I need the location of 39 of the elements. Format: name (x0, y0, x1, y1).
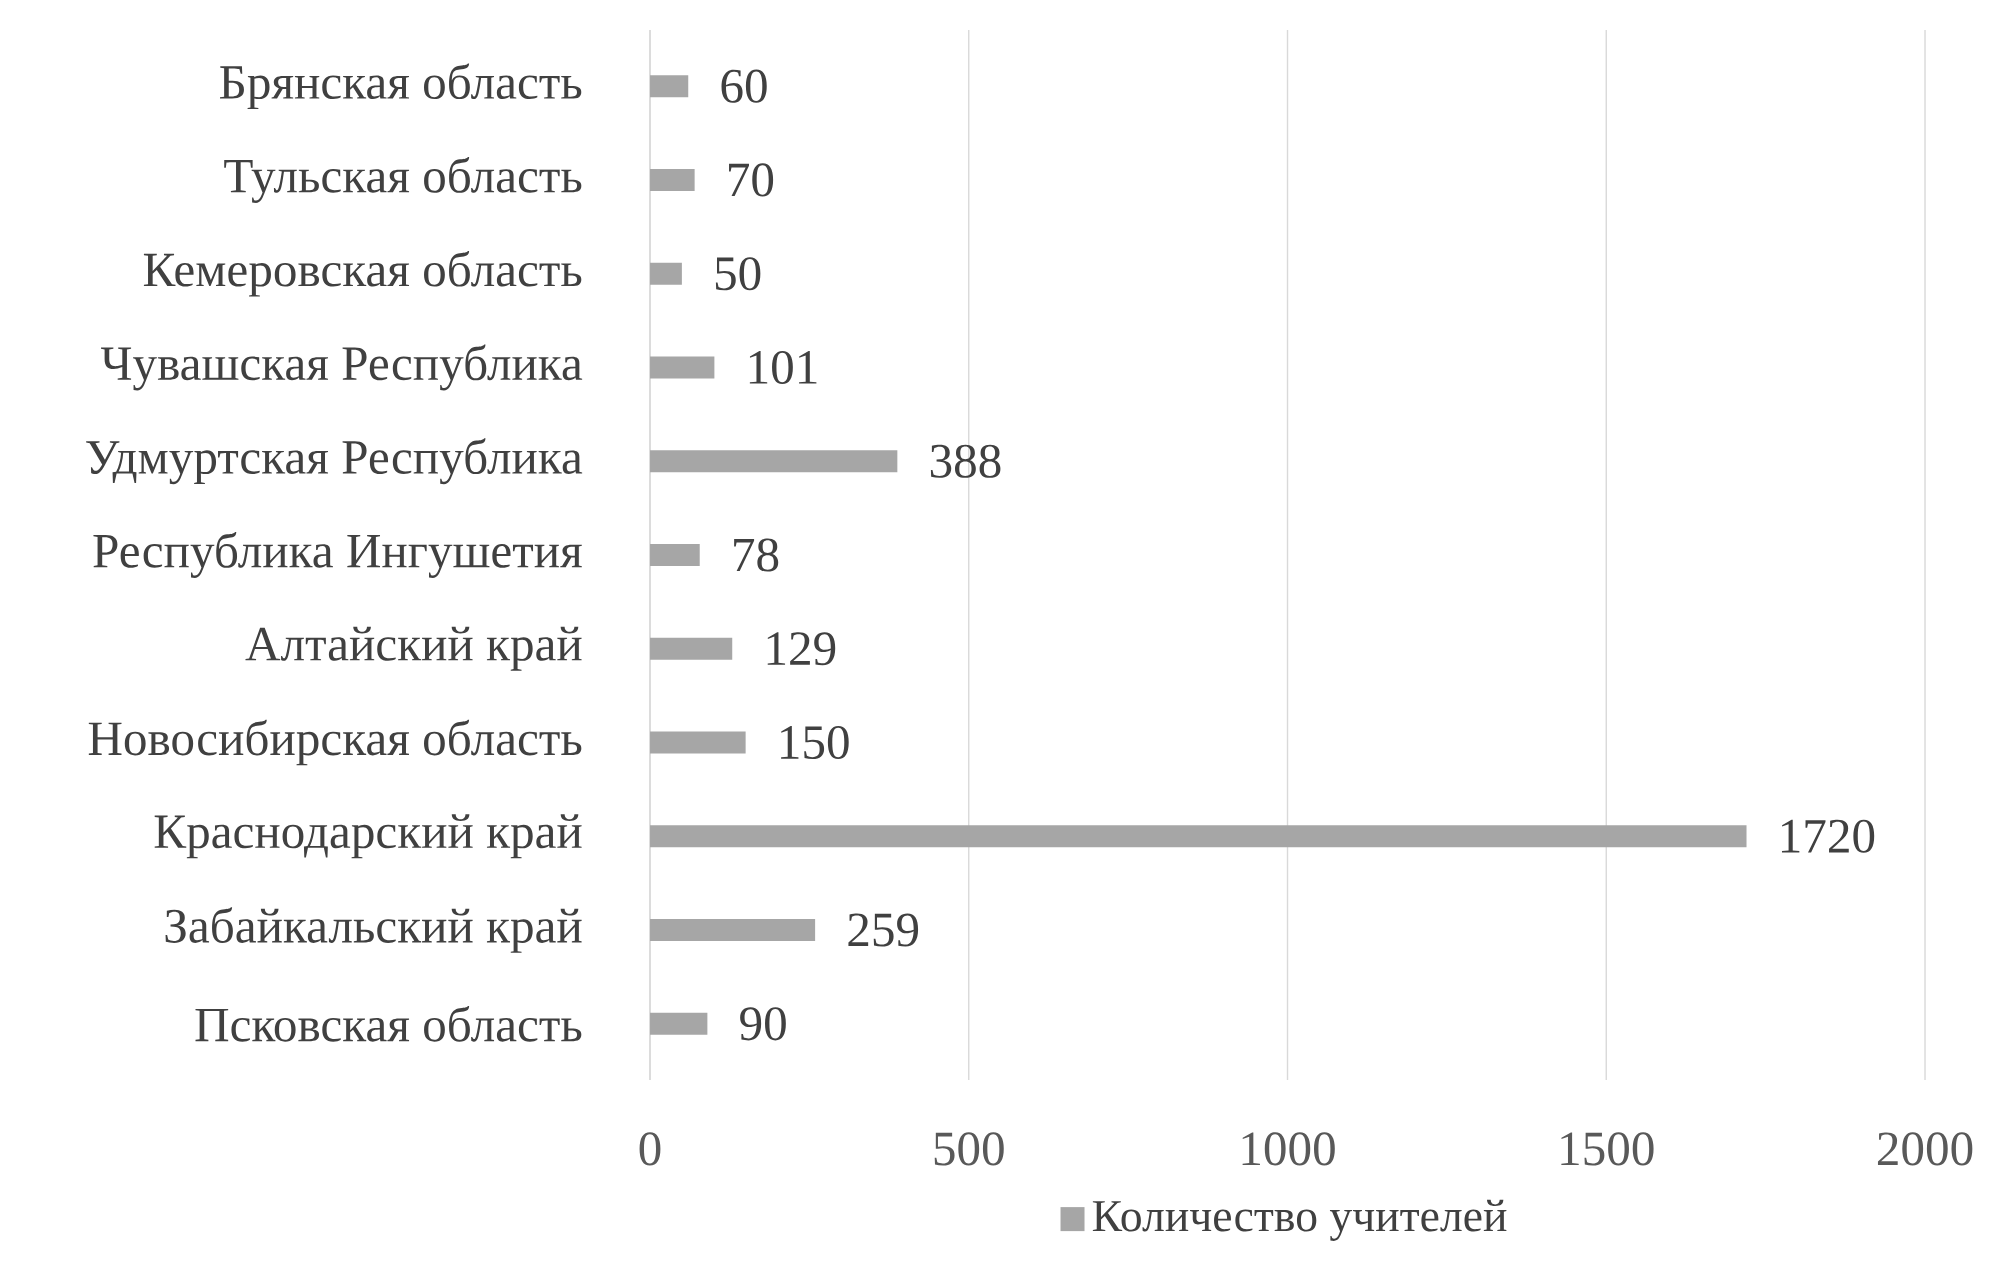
y-tick-label: Алтайский край (245, 626, 582, 671)
bar (650, 825, 1747, 848)
y-tick-label: Краснодарский край (154, 814, 582, 859)
data-label: 1720 (1781, 819, 1875, 853)
y-tick-label: Удмуртская Республика (86, 438, 583, 485)
data-label: 388 (930, 444, 1001, 478)
x-tick-label: 1000 (1242, 1132, 1335, 1166)
data-label: 259 (848, 913, 919, 947)
y-tick-label: Псковская область (195, 1005, 582, 1042)
data-label: 60 (721, 69, 767, 103)
y-tick-label: Брянская область (220, 63, 582, 110)
bar (650, 262, 682, 285)
bar (650, 168, 695, 191)
data-label: 150 (781, 725, 849, 760)
x-tick-label: 2000 (1877, 1132, 1973, 1166)
bar (650, 637, 733, 660)
y-tick-label: Тульская область (224, 157, 582, 203)
y-tick-label: Забайкальский край (165, 907, 582, 953)
bar (650, 544, 700, 566)
y-tick-label: Республика Ингушетия (93, 532, 582, 578)
x-tick-label: 0 (639, 1132, 661, 1166)
data-label: 101 (749, 350, 817, 385)
x-tick-label: 500 (934, 1132, 1004, 1166)
bar (650, 75, 689, 98)
bar (650, 356, 715, 379)
bar (650, 450, 898, 473)
data-label: 70 (729, 163, 774, 197)
data-label: 129 (767, 632, 836, 666)
y-tick-label: Чувашская Республика (100, 344, 583, 391)
bar (650, 1012, 708, 1035)
bar (650, 919, 816, 942)
legend-label: Количество учителей (1092, 1199, 1507, 1241)
data-label: 50 (715, 257, 761, 291)
y-tick-label: Новосибирская область (88, 719, 582, 766)
x-tick-label: 1500 (1561, 1132, 1654, 1166)
data-label: 90 (740, 1007, 786, 1041)
bar (650, 731, 746, 754)
data-label: 78 (734, 538, 779, 572)
y-tick-label: Кемеровская область (143, 250, 582, 297)
